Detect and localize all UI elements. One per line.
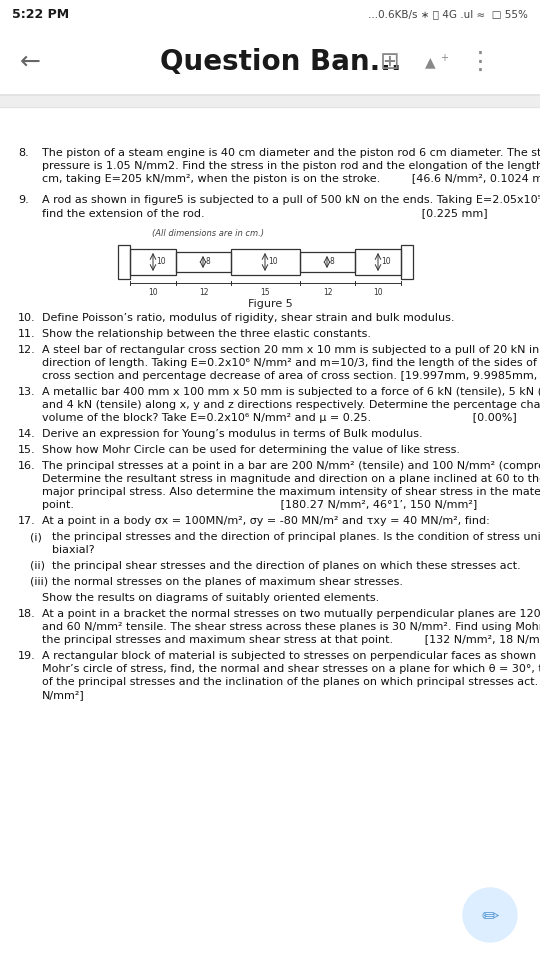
Text: ⊞: ⊞	[380, 50, 400, 74]
Text: ⋮: ⋮	[468, 50, 492, 74]
Text: 8: 8	[329, 257, 334, 267]
Text: the principal stresses and the direction of principal planes. Is the condition o: the principal stresses and the direction…	[52, 532, 540, 555]
Bar	[0, 0, 540, 28]
Text: Show the results on diagrams of suitably oriented elements.: Show the results on diagrams of suitably…	[42, 593, 379, 603]
Text: 5:22 PM: 5:22 PM	[12, 8, 69, 20]
Text: Derive an expression for Young’s modulus in terms of Bulk modulus.: Derive an expression for Young’s modulus…	[42, 429, 423, 439]
Text: 10: 10	[148, 288, 158, 297]
Bar	[355, 249, 401, 275]
Circle shape	[463, 888, 517, 942]
Text: 18.: 18.	[18, 609, 36, 619]
Text: Show how Mohr Circle can be used for determining the value of like stress.: Show how Mohr Circle can be used for det…	[42, 445, 460, 455]
Text: 9.: 9.	[18, 195, 29, 205]
Text: 11.: 11.	[18, 329, 36, 339]
Text: 13.: 13.	[18, 387, 36, 397]
Text: 17.: 17.	[18, 516, 36, 526]
Text: +: +	[440, 53, 448, 63]
Text: (All dimensions are in cm.): (All dimensions are in cm.)	[152, 229, 264, 238]
Text: 12.: 12.	[18, 345, 36, 355]
Text: 8.: 8.	[18, 148, 29, 158]
Text: Define Poisson’s ratio, modulus of rigidity, shear strain and bulk modulus.: Define Poisson’s ratio, modulus of rigid…	[42, 313, 455, 323]
Bar	[300, 252, 355, 272]
Bar	[0, 95, 540, 107]
Bar	[130, 249, 176, 275]
Text: 8: 8	[205, 257, 210, 267]
Text: 10: 10	[373, 288, 383, 297]
Text: 15.: 15.	[18, 445, 36, 455]
Text: the normal stresses on the planes of maximum shear stresses.: the normal stresses on the planes of max…	[52, 577, 403, 587]
Bar	[176, 252, 231, 272]
Text: 12: 12	[199, 288, 208, 297]
Text: ←: ←	[20, 50, 41, 74]
Text: the principal shear stresses and the direction of planes on which these stresses: the principal shear stresses and the dir…	[52, 561, 521, 571]
Text: 12: 12	[323, 288, 332, 297]
Text: The piston of a steam engine is 40 cm diameter and the piston rod 6 cm diameter.: The piston of a steam engine is 40 cm di…	[42, 148, 540, 184]
Text: 10: 10	[156, 257, 166, 267]
Text: A steel bar of rectangular cross section 20 mm x 10 mm is subjected to a pull of: A steel bar of rectangular cross section…	[42, 345, 540, 381]
Text: (ii): (ii)	[30, 561, 45, 571]
Text: A metallic bar 400 mm x 100 mm x 50 mm is subjected to a force of 6 kN (tensile): A metallic bar 400 mm x 100 mm x 50 mm i…	[42, 387, 540, 423]
Text: At a point in a body σx = 100MN/m², σy = -80 MN/m² and τxy = 40 MN/m², find:: At a point in a body σx = 100MN/m², σy =…	[42, 516, 490, 526]
Text: A rectangular block of material is subjected to stresses on perpendicular faces : A rectangular block of material is subje…	[42, 651, 540, 700]
Text: 10: 10	[268, 257, 278, 267]
Text: (iii): (iii)	[30, 577, 48, 587]
Text: 15: 15	[261, 288, 271, 297]
Text: The principal stresses at a point in a bar are 200 N/mm² (tensile) and 100 N/mm²: The principal stresses at a point in a b…	[42, 461, 540, 510]
Text: 14.: 14.	[18, 429, 36, 439]
Text: Show the relationship between the three elastic constants.: Show the relationship between the three …	[42, 329, 371, 339]
Text: (i): (i)	[30, 532, 42, 542]
Text: Question Ban...: Question Ban...	[160, 48, 402, 76]
Text: 16.: 16.	[18, 461, 36, 471]
Text: At a point in a bracket the normal stresses on two mutually perpendicular planes: At a point in a bracket the normal stres…	[42, 609, 540, 645]
Text: 10.: 10.	[18, 313, 36, 323]
Bar	[0, 28, 540, 95]
Text: ▲: ▲	[424, 55, 435, 69]
Text: A rod as shown in figure5 is subjected to a pull of 500 kN on the ends. Taking E: A rod as shown in figure5 is subjected t…	[42, 195, 540, 218]
Bar	[231, 249, 300, 275]
Bar	[401, 245, 413, 279]
Text: 19.: 19.	[18, 651, 36, 661]
Text: 10: 10	[381, 257, 390, 267]
Text: ✏: ✏	[481, 906, 499, 926]
Text: Figure 5: Figure 5	[248, 299, 292, 309]
Bar	[118, 245, 130, 279]
Text: ...0.6KB/s ∗ ⓥ 4G .ul ≈  □ 55%: ...0.6KB/s ∗ ⓥ 4G .ul ≈ □ 55%	[368, 9, 528, 19]
